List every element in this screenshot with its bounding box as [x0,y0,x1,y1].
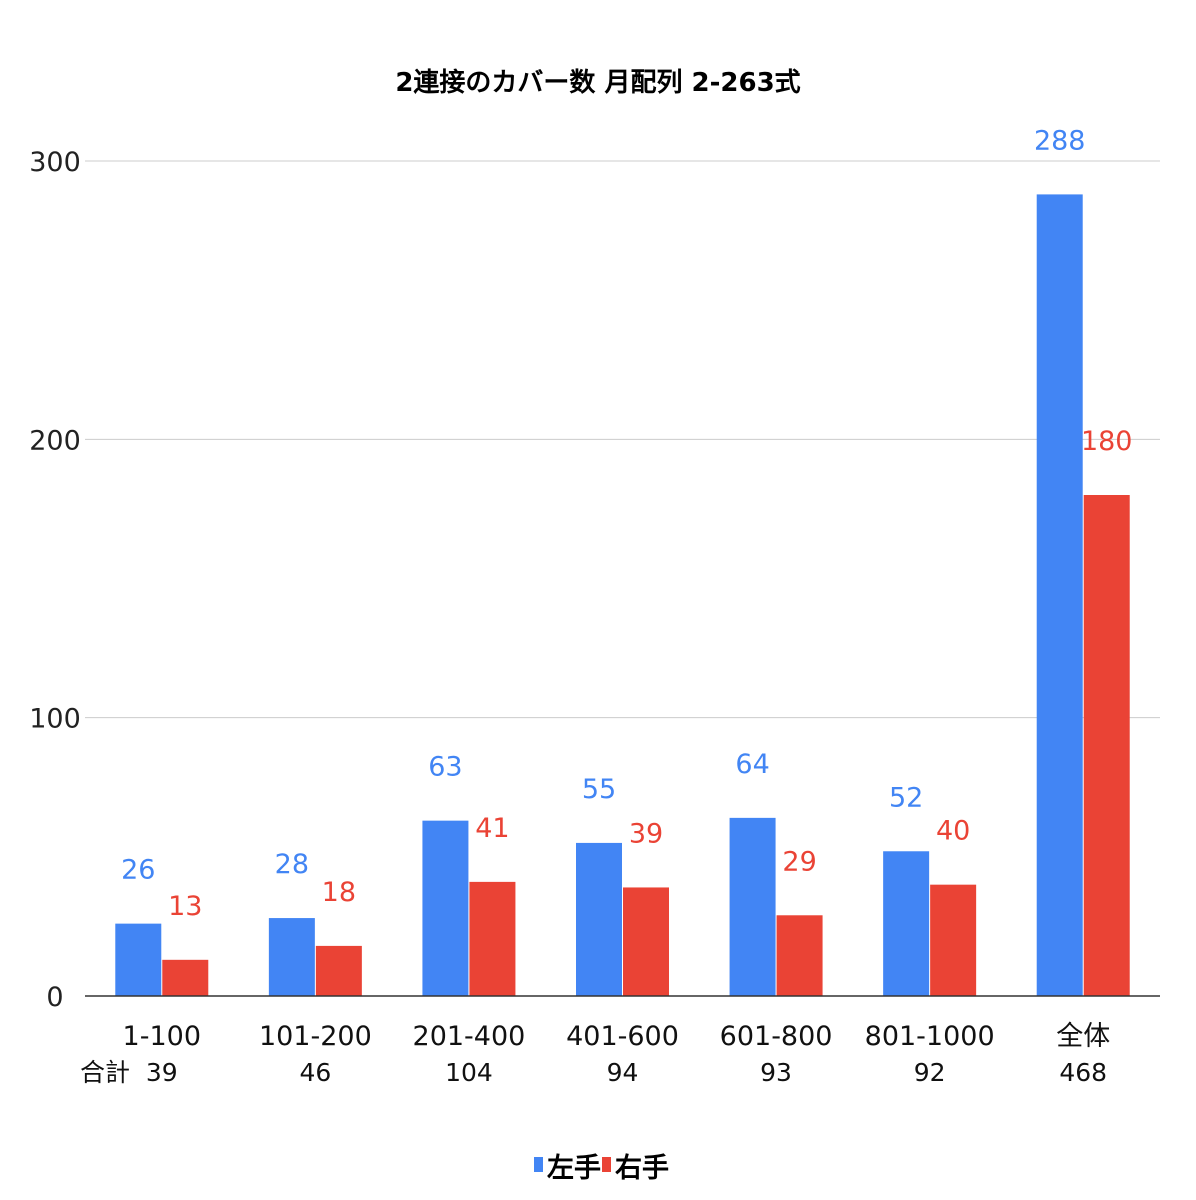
data-label: 26 [121,855,155,886]
x-axis-ticks: 1-100 39 101-200 46 201-400 104 401-600 94 601-8… [123,1021,1111,1087]
x-tick-total: 46 [299,1058,331,1087]
data-label: 180 [1081,426,1133,457]
x-tick-total: 94 [607,1058,639,1087]
data-label: 63 [428,752,462,783]
bar-series-2 [469,881,516,996]
bar-series-1 [422,820,469,996]
bar-series-1 [883,851,930,996]
x-tick-label: 全体 [1056,1021,1110,1052]
bar-series-1 [576,842,622,996]
x-tick-total: 104 [445,1058,493,1087]
grid-lines [85,160,1160,719]
bar-series-1 [268,918,315,996]
x-tick-total: 92 [914,1058,946,1087]
x-tick-total: 39 [146,1058,178,1087]
x-tick-label: 801-1000 [865,1021,995,1052]
legend-label: 右手 [615,1153,669,1184]
data-label: 13 [168,891,202,922]
x-tick-total: 468 [1059,1058,1107,1087]
y-tick-label: 0 [46,982,63,1013]
bar-series-2 [623,887,669,996]
bar-series-2 [930,884,977,996]
data-label: 41 [475,813,509,844]
data-label: 39 [629,818,663,849]
x-tick-label: 401-600 [566,1021,679,1052]
data-label: 18 [322,877,356,908]
totals-row-label: 合計 [80,1058,130,1087]
data-label: 40 [936,816,970,847]
legend: 左手 右手 [534,1153,669,1184]
bar-series-2 [1083,495,1130,996]
data-labels: 26 13 28 18 63 41 55 39 64 29 52 40 288 180 [121,125,1132,921]
bar-series-1 [1036,194,1083,996]
x-tick-label: 101-200 [259,1021,372,1052]
bar-series-2 [315,945,362,996]
y-tick-label: 100 [29,704,81,735]
data-label: 52 [889,782,923,813]
data-label: 64 [735,749,769,780]
chart-title: 2連接のカバー数 月配列 2-263式 [395,68,800,98]
x-tick-label: 601-800 [720,1021,833,1052]
bar-series-2 [162,959,209,996]
legend-swatch [534,1157,543,1172]
data-label: 29 [782,846,816,877]
y-tick-label: 300 [29,147,81,178]
x-tick-label: 201-400 [413,1021,526,1052]
x-tick-label: 1-100 [123,1021,201,1052]
bar-series-1 [115,923,162,996]
bars [115,194,1130,996]
data-label: 28 [275,849,309,880]
data-label: 288 [1034,125,1086,156]
x-tick-total: 93 [760,1058,792,1087]
bar-series-2 [776,915,823,996]
bar-series-1 [729,817,776,996]
y-axis-ticks: 0 100 200 300 [29,147,81,1013]
data-label: 55 [582,774,616,805]
legend-label: 左手 [547,1153,601,1184]
legend-swatch [602,1157,611,1172]
y-tick-label: 200 [29,425,81,456]
